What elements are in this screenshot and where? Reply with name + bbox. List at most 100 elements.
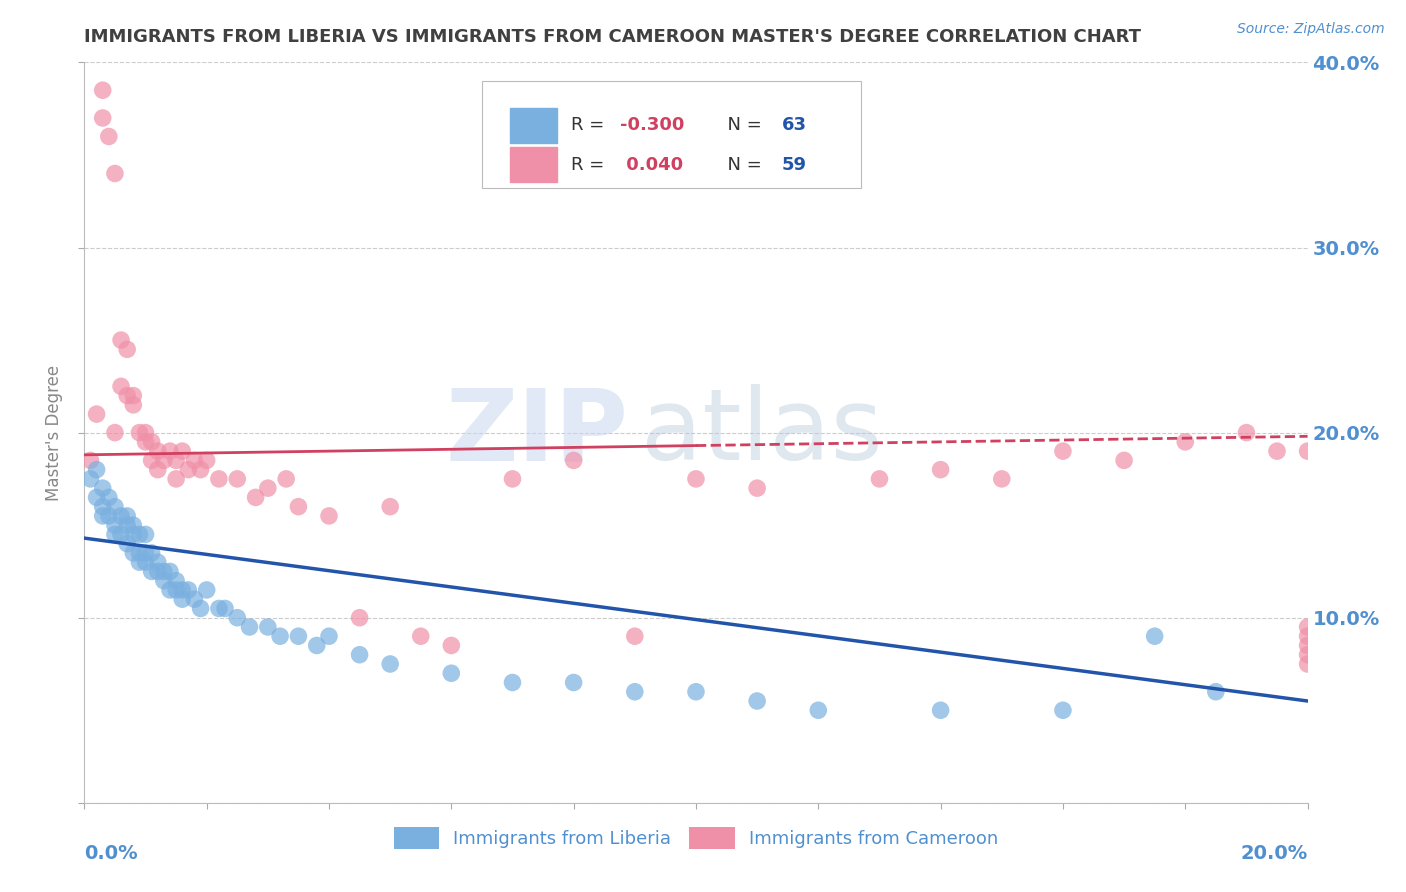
Point: [349, 610, 371, 624]
Point: [122, 398, 145, 412]
Point: [141, 546, 163, 560]
Point: [91, 500, 114, 514]
Point: [1174, 434, 1197, 449]
Point: [1236, 425, 1258, 440]
Text: 0.040: 0.040: [620, 155, 683, 174]
Point: [165, 472, 187, 486]
Point: [1296, 657, 1319, 671]
Point: [502, 675, 524, 690]
Point: [110, 379, 132, 393]
Point: [1143, 629, 1166, 643]
Point: [172, 592, 194, 607]
Point: [190, 462, 212, 476]
Text: R =: R =: [571, 116, 610, 135]
Point: [562, 675, 585, 690]
Point: [97, 491, 120, 505]
Point: [929, 703, 952, 717]
Point: [122, 527, 145, 541]
Text: 59: 59: [782, 155, 807, 174]
Point: [287, 629, 309, 643]
Point: [135, 555, 157, 569]
Point: [115, 388, 138, 402]
Point: [409, 629, 432, 643]
Point: [190, 601, 212, 615]
Text: atlas: atlas: [641, 384, 883, 481]
Point: [172, 444, 194, 458]
Point: [97, 129, 120, 144]
Point: [177, 582, 200, 597]
Point: [115, 343, 138, 357]
Point: [226, 472, 249, 486]
Point: [146, 565, 169, 579]
Point: [165, 574, 187, 588]
Point: [440, 639, 463, 653]
Point: [110, 527, 132, 541]
Point: [141, 565, 163, 579]
Point: [86, 407, 108, 421]
Point: [1205, 685, 1227, 699]
Text: N =: N =: [716, 155, 768, 174]
Point: [79, 453, 101, 467]
Point: [1296, 444, 1319, 458]
Point: [153, 565, 176, 579]
Point: [97, 508, 120, 523]
Point: [104, 425, 127, 440]
Point: [86, 462, 108, 476]
Point: [226, 610, 249, 624]
Point: [104, 166, 127, 180]
Point: [135, 527, 157, 541]
Point: [122, 518, 145, 533]
Point: [172, 582, 194, 597]
Point: [440, 666, 463, 681]
Text: -0.300: -0.300: [620, 116, 685, 135]
Point: [135, 546, 157, 560]
Point: [208, 601, 231, 615]
Point: [257, 620, 280, 634]
Point: [1052, 703, 1074, 717]
Point: [238, 620, 260, 634]
Point: [257, 481, 280, 495]
Point: [869, 472, 891, 486]
Point: [245, 491, 267, 505]
Point: [991, 472, 1014, 486]
Text: 20.0%: 20.0%: [1240, 844, 1308, 863]
Y-axis label: Master's Degree: Master's Degree: [45, 365, 63, 500]
Point: [195, 582, 218, 597]
Point: [128, 527, 150, 541]
Point: [747, 694, 769, 708]
Point: [115, 518, 138, 533]
Point: [1296, 648, 1319, 662]
Point: [208, 472, 231, 486]
Text: ZIP: ZIP: [446, 384, 628, 481]
Point: [165, 453, 187, 467]
Point: [183, 453, 205, 467]
Point: [122, 546, 145, 560]
Point: [91, 508, 114, 523]
Point: [153, 453, 176, 467]
Point: [276, 472, 298, 486]
Point: [318, 508, 340, 523]
Point: [110, 508, 132, 523]
Point: [86, 491, 108, 505]
Point: [122, 388, 145, 402]
Point: [91, 481, 114, 495]
Text: IMMIGRANTS FROM LIBERIA VS IMMIGRANTS FROM CAMEROON MASTER'S DEGREE CORRELATION : IMMIGRANTS FROM LIBERIA VS IMMIGRANTS FR…: [84, 28, 1142, 45]
Text: Source: ZipAtlas.com: Source: ZipAtlas.com: [1237, 22, 1385, 37]
Point: [79, 472, 101, 486]
Legend: Immigrants from Liberia, Immigrants from Cameroon: Immigrants from Liberia, Immigrants from…: [387, 821, 1005, 856]
Point: [159, 444, 181, 458]
Point: [115, 508, 138, 523]
Point: [183, 592, 205, 607]
Point: [159, 582, 181, 597]
Point: [349, 648, 371, 662]
FancyBboxPatch shape: [482, 81, 860, 188]
Point: [1296, 620, 1319, 634]
Point: [146, 555, 169, 569]
Point: [624, 685, 647, 699]
Point: [141, 434, 163, 449]
Point: [135, 425, 157, 440]
Text: N =: N =: [716, 116, 768, 135]
Point: [562, 453, 585, 467]
Point: [807, 703, 830, 717]
Point: [146, 462, 169, 476]
